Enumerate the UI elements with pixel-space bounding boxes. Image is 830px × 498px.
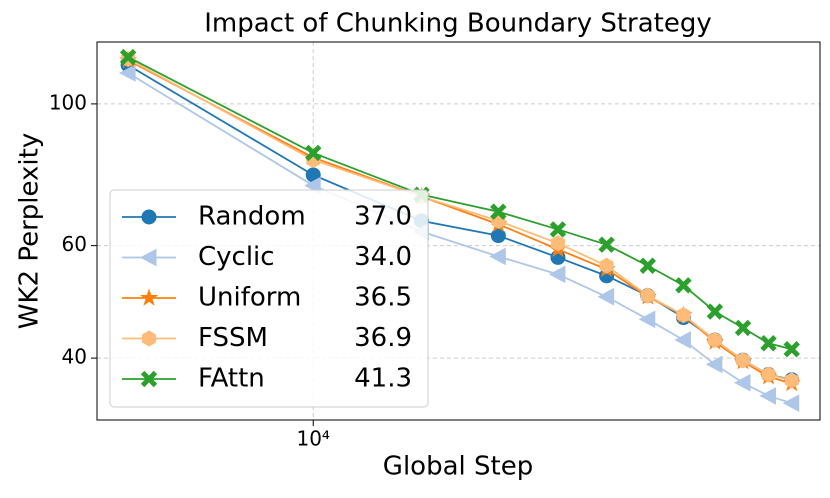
marker (489, 247, 506, 266)
marker (599, 257, 614, 274)
marker (676, 307, 691, 324)
plot-frame (96, 41, 821, 421)
legend-label: FAttn (198, 364, 265, 394)
legend-value: 36.9 (354, 323, 412, 353)
marker (782, 394, 800, 413)
marker (705, 355, 723, 374)
marker (598, 236, 615, 253)
marker (761, 366, 776, 383)
x-axis-label: Global Step (383, 452, 533, 482)
y-tick-label: 60 (62, 232, 87, 256)
marker (141, 209, 157, 225)
marker (706, 303, 724, 320)
x-tick-label: 10⁴ (296, 427, 329, 451)
marker (490, 203, 507, 220)
marker (734, 319, 752, 337)
marker (550, 235, 565, 252)
legend-label: Uniform (198, 283, 301, 313)
legend-label: FSSM (198, 323, 268, 353)
marker (597, 287, 615, 306)
marker (675, 277, 692, 294)
legend-value: 41.3 (354, 364, 412, 394)
marker (119, 48, 137, 66)
marker (674, 331, 691, 349)
legend-label: Cyclic (198, 242, 275, 272)
marker (139, 248, 157, 267)
marker (784, 372, 799, 389)
y-tick-label: 40 (62, 345, 87, 369)
marker (640, 287, 655, 304)
marker (759, 387, 776, 405)
legend-value: 36.5 (354, 283, 412, 313)
marker (305, 144, 322, 162)
marker (139, 288, 159, 306)
marker (760, 335, 777, 352)
marker (733, 373, 751, 392)
marker (639, 257, 656, 274)
marker (638, 310, 656, 329)
legend-label: Random (198, 202, 306, 232)
marker (549, 221, 567, 238)
marker (707, 331, 722, 349)
legend-value: 34.0 (354, 242, 412, 272)
marker (140, 370, 158, 388)
legend-value: 37.0 (354, 202, 412, 232)
marker (119, 64, 136, 82)
y-tick-label: 100 (49, 90, 87, 114)
y-axis-label: WK2 Perplexity (15, 133, 45, 329)
legend-box (109, 189, 429, 408)
marker (548, 265, 566, 284)
marker (142, 330, 156, 347)
marker (736, 352, 751, 369)
marker (783, 341, 800, 358)
chart-title: Impact of Chunking Boundary Strategy (204, 9, 712, 39)
